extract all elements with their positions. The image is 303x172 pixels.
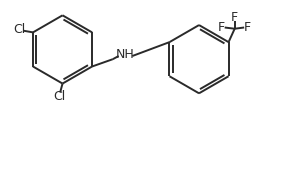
Text: F: F [231, 11, 238, 24]
Text: NH: NH [116, 48, 135, 61]
Text: F: F [218, 21, 225, 34]
Text: Cl: Cl [53, 90, 65, 104]
Text: Cl: Cl [13, 23, 26, 36]
Text: F: F [244, 21, 251, 34]
